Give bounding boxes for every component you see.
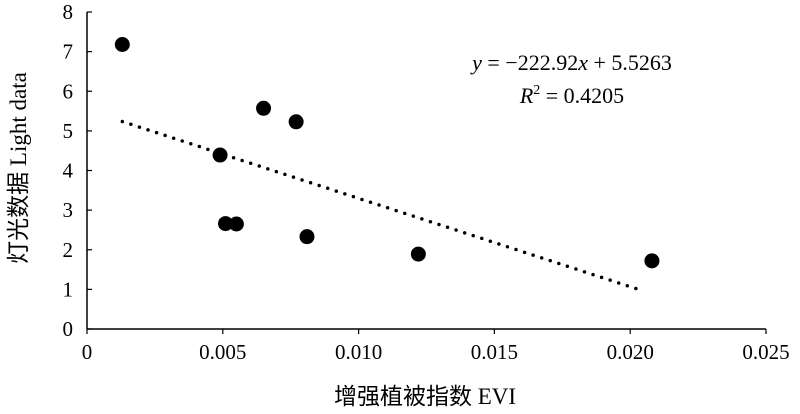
y-tick-label: 2 [63, 238, 74, 262]
data-point [299, 229, 315, 245]
x-tick-label: 0.010 [335, 340, 382, 364]
x-tick-label: 0.020 [607, 340, 654, 364]
regression-equation: y = −222.92x + 5.5263 [470, 50, 672, 75]
data-point [644, 253, 660, 269]
data-point [212, 147, 228, 163]
y-tick-label: 3 [63, 198, 74, 222]
y-tick-label: 7 [63, 40, 74, 64]
data-point [228, 216, 244, 232]
data-point [288, 114, 304, 130]
y-tick-label: 0 [63, 317, 74, 341]
equation-slope: = −222.92 [482, 50, 578, 75]
r-squared-label: R2 = 0.4205 [519, 83, 624, 108]
trendline-group [120, 119, 643, 292]
x-tick-label: 0.005 [199, 340, 246, 364]
equation-y-var: y [470, 50, 482, 75]
y-tick-label: 5 [63, 119, 74, 143]
data-points [114, 36, 660, 269]
r2-power: 2 [533, 83, 540, 98]
x-tick-label: 0 [82, 340, 93, 364]
data-point [114, 36, 130, 52]
x-tick-label: 0.015 [471, 340, 518, 364]
equation-x-var: x [577, 50, 588, 75]
data-point [218, 216, 234, 232]
data-point [410, 246, 426, 262]
y-tick-label: 4 [63, 159, 74, 183]
y-tick-label: 8 [63, 0, 74, 24]
x-axis-ticks: 0 0.005 0.010 0.015 0.020 0.025 [82, 329, 790, 364]
r2-symbol: R [519, 83, 534, 108]
trendline [120, 119, 643, 292]
y-tick-label: 6 [63, 79, 74, 103]
r2-value: = 0.4205 [540, 83, 624, 108]
equation-intercept: + 5.5263 [588, 50, 672, 75]
x-tick-label: 0.025 [742, 340, 789, 364]
y-axis-title: 灯光数据 Light data [6, 72, 31, 264]
data-point [256, 100, 272, 116]
y-axis-ticks: 0 1 2 3 4 5 6 7 8 [63, 0, 92, 341]
x-axis-title: 增强植被指数 EVI [334, 384, 516, 409]
y-tick-label: 1 [63, 277, 74, 301]
